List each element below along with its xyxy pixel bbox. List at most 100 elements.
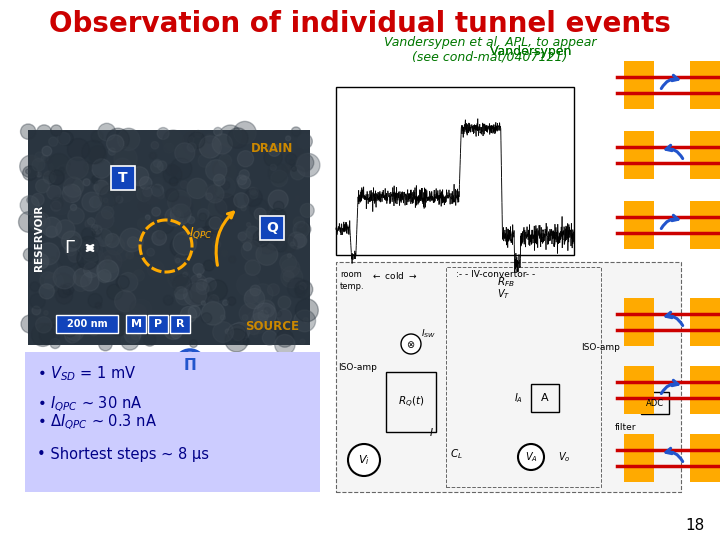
Circle shape xyxy=(105,233,120,247)
Circle shape xyxy=(169,177,178,186)
Circle shape xyxy=(197,273,202,278)
Circle shape xyxy=(43,171,56,184)
Circle shape xyxy=(166,164,177,176)
Circle shape xyxy=(174,287,187,299)
Circle shape xyxy=(289,159,295,166)
Circle shape xyxy=(147,260,164,278)
Text: A: A xyxy=(541,393,549,403)
Text: $I_{SW}$: $I_{SW}$ xyxy=(421,328,436,340)
Text: Π: Π xyxy=(184,357,197,373)
Circle shape xyxy=(34,254,49,269)
Circle shape xyxy=(173,275,192,293)
Circle shape xyxy=(207,280,228,301)
Circle shape xyxy=(89,326,99,336)
Circle shape xyxy=(138,200,150,212)
Circle shape xyxy=(267,284,279,296)
Circle shape xyxy=(275,211,285,221)
Circle shape xyxy=(163,295,174,305)
Circle shape xyxy=(183,272,187,277)
Circle shape xyxy=(157,161,167,171)
Circle shape xyxy=(32,193,44,206)
Text: $C_L$: $C_L$ xyxy=(449,447,462,461)
Circle shape xyxy=(130,326,140,336)
Circle shape xyxy=(245,260,261,275)
Circle shape xyxy=(275,334,295,355)
Circle shape xyxy=(117,173,126,182)
Circle shape xyxy=(113,158,132,176)
Circle shape xyxy=(139,177,152,190)
Text: $V_A$: $V_A$ xyxy=(525,450,537,464)
Circle shape xyxy=(233,122,256,144)
Circle shape xyxy=(238,176,251,188)
Text: filter: filter xyxy=(616,422,636,431)
Circle shape xyxy=(66,157,89,179)
Circle shape xyxy=(98,123,116,141)
Circle shape xyxy=(256,311,264,320)
Circle shape xyxy=(73,275,89,292)
Circle shape xyxy=(180,181,188,188)
Circle shape xyxy=(258,211,279,233)
Text: $I_A$: $I_A$ xyxy=(515,391,523,405)
Circle shape xyxy=(251,313,267,329)
Circle shape xyxy=(49,137,58,146)
Circle shape xyxy=(130,167,149,186)
Circle shape xyxy=(253,303,276,326)
Circle shape xyxy=(195,131,202,137)
Circle shape xyxy=(107,135,124,152)
Circle shape xyxy=(119,273,138,292)
Circle shape xyxy=(163,240,168,245)
Circle shape xyxy=(166,188,179,201)
FancyBboxPatch shape xyxy=(56,315,118,333)
Circle shape xyxy=(65,245,76,256)
Text: • $I_{QPC}$ ~ 30 nA: • $I_{QPC}$ ~ 30 nA xyxy=(37,394,143,414)
Circle shape xyxy=(37,243,60,265)
Circle shape xyxy=(130,299,152,321)
Circle shape xyxy=(237,270,253,285)
Circle shape xyxy=(80,239,86,246)
Circle shape xyxy=(214,177,235,198)
Circle shape xyxy=(98,269,111,282)
Circle shape xyxy=(137,187,151,201)
Text: • $V_{SD}$ = 1 mV: • $V_{SD}$ = 1 mV xyxy=(37,364,137,383)
Circle shape xyxy=(240,231,253,244)
Circle shape xyxy=(37,125,51,139)
Circle shape xyxy=(143,185,162,205)
Circle shape xyxy=(150,161,163,173)
Circle shape xyxy=(197,228,204,235)
Circle shape xyxy=(151,141,158,149)
Circle shape xyxy=(30,282,40,292)
Circle shape xyxy=(84,250,106,271)
Circle shape xyxy=(106,236,125,255)
Circle shape xyxy=(98,198,104,204)
Circle shape xyxy=(145,231,154,239)
Circle shape xyxy=(33,253,48,268)
Circle shape xyxy=(143,187,152,197)
Circle shape xyxy=(241,205,246,211)
Circle shape xyxy=(61,285,65,288)
Circle shape xyxy=(282,164,291,173)
Circle shape xyxy=(37,258,48,268)
Circle shape xyxy=(168,267,189,289)
Circle shape xyxy=(297,222,311,236)
Circle shape xyxy=(91,131,103,143)
Circle shape xyxy=(69,237,80,247)
Circle shape xyxy=(171,204,191,225)
Circle shape xyxy=(171,158,192,180)
Circle shape xyxy=(257,228,266,238)
Circle shape xyxy=(163,165,182,184)
Circle shape xyxy=(115,172,123,180)
Circle shape xyxy=(242,315,248,321)
Circle shape xyxy=(76,263,88,274)
Circle shape xyxy=(91,224,98,231)
Circle shape xyxy=(63,177,84,197)
Circle shape xyxy=(30,213,46,228)
Circle shape xyxy=(244,288,265,309)
Circle shape xyxy=(270,164,276,171)
Circle shape xyxy=(264,307,271,314)
Bar xyxy=(624,298,654,346)
Circle shape xyxy=(297,134,312,149)
FancyBboxPatch shape xyxy=(111,166,135,190)
Circle shape xyxy=(187,178,207,199)
Bar xyxy=(690,298,720,346)
Circle shape xyxy=(171,328,181,339)
